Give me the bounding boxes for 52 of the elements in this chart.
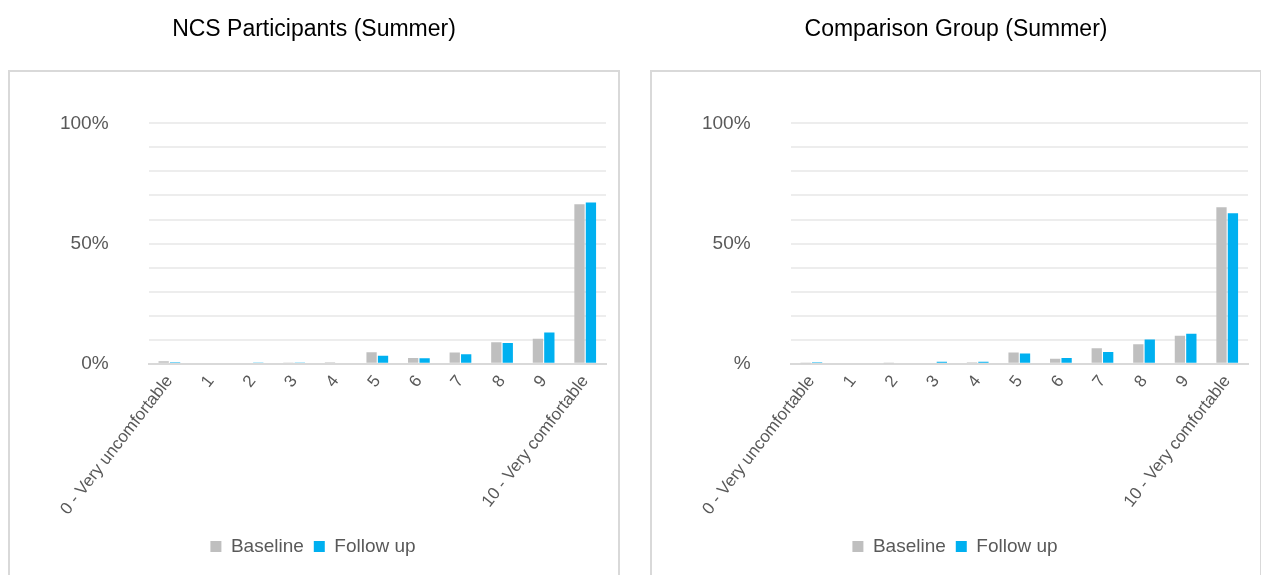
bar xyxy=(585,202,597,363)
bar xyxy=(502,343,513,363)
bar xyxy=(1050,358,1061,363)
bar xyxy=(1061,357,1072,363)
x-tick-label: 5 xyxy=(363,371,385,391)
x-tick-label: 3 xyxy=(922,371,943,391)
bar xyxy=(1144,339,1155,363)
y-tick-label: 50% xyxy=(712,231,751,253)
y-tick-label: 100% xyxy=(701,111,751,133)
y-tick-label: % xyxy=(733,351,751,373)
legend-label: Follow up xyxy=(976,534,1058,556)
bar xyxy=(532,338,544,363)
x-tick-label: 1 xyxy=(839,371,860,391)
bar xyxy=(419,358,430,363)
x-tick-label: 1 xyxy=(197,371,218,391)
bar xyxy=(461,354,472,363)
bar xyxy=(366,352,377,363)
y-tick-label: 100% xyxy=(59,111,109,133)
bar xyxy=(491,342,502,363)
bar xyxy=(1008,352,1019,363)
y-tick-label: 0% xyxy=(81,351,109,373)
x-tick-label: 3 xyxy=(280,371,301,391)
bar xyxy=(408,357,419,363)
x-tick-label: 4 xyxy=(963,371,985,391)
x-tick-label: 7 xyxy=(1088,371,1110,391)
x-tick-label: 8 xyxy=(1130,371,1151,391)
bar xyxy=(1174,335,1186,363)
bar xyxy=(1103,351,1114,363)
x-tick-label: 6 xyxy=(404,371,426,391)
x-tick-label: 5 xyxy=(1005,371,1027,391)
chart-title: NCS Participants (Summer) xyxy=(171,14,457,43)
bar xyxy=(1019,353,1031,363)
x-tick-label: 2 xyxy=(238,371,260,391)
bar xyxy=(1133,344,1144,363)
bar xyxy=(1091,348,1102,363)
x-tick-label: 2 xyxy=(880,371,902,391)
legend-label: Follow up xyxy=(334,534,416,556)
x-tick-label: 8 xyxy=(488,371,509,391)
bar xyxy=(544,332,555,363)
x-tick-label: 6 xyxy=(1046,371,1068,391)
bar xyxy=(1186,333,1197,363)
x-tick-label: 4 xyxy=(321,371,343,391)
bar xyxy=(449,352,460,363)
bar xyxy=(574,204,585,363)
bar xyxy=(1227,213,1239,363)
chart-title: Comparison Group (Summer) xyxy=(803,14,1109,43)
y-tick-label: 50% xyxy=(70,231,109,253)
legend-label: Baseline xyxy=(872,534,946,556)
bar xyxy=(377,355,389,363)
legend-label: Baseline xyxy=(230,534,304,556)
bar xyxy=(1216,207,1227,363)
x-tick-label: 7 xyxy=(446,371,468,391)
